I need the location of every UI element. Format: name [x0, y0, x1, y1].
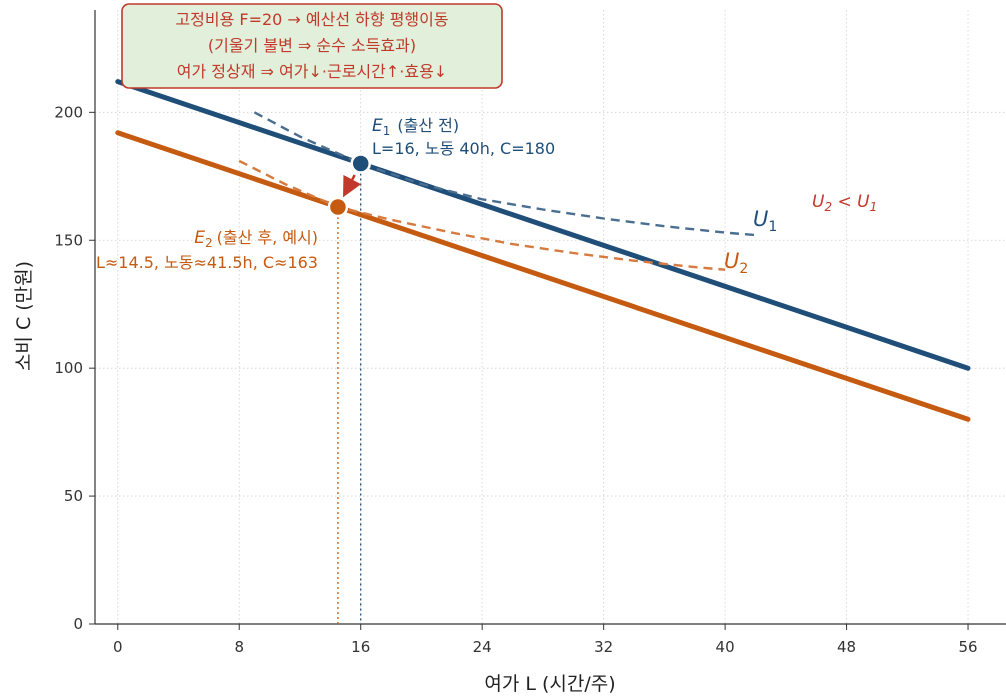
- e2-detail: L≈14.5, 노동≈41.5h, C≈163: [96, 253, 318, 272]
- axes: [94, 10, 1006, 625]
- x-axis-label: 여가 L (시간/주): [484, 673, 615, 695]
- x-tick-label: 32: [594, 638, 613, 656]
- x-tick-label: 8: [234, 638, 244, 656]
- annotation-line-2: (기울기 불변 ⇒ 순수 소득효과): [208, 36, 416, 55]
- u2-label-sub: 2: [739, 261, 748, 277]
- grid-lines: [95, 10, 1006, 625]
- x-tick-label: 0: [113, 638, 123, 656]
- y-tick-label: 0: [73, 615, 83, 633]
- compare-a: U: [812, 192, 825, 212]
- u1-label-sub: 1: [768, 219, 777, 235]
- x-tick-label: 40: [716, 638, 735, 656]
- e1-detail: L=16, 노동 40h, C=180: [372, 139, 555, 158]
- annotation-box-frame: [121, 3, 503, 89]
- annotation-box: 고정비용 F=20 → 예산선 하향 평행이동 (기울기 불변 ⇒ 순수 소득효…: [121, 3, 503, 89]
- e1-label-main: E: [372, 116, 383, 136]
- x-tick-label: 16: [351, 638, 370, 656]
- u1-line: [253, 111, 756, 237]
- series: [115, 79, 971, 422]
- y-tick-label: 150: [54, 231, 83, 249]
- e1-point: [350, 153, 371, 174]
- e1-label-paren: (출산 전): [397, 116, 459, 135]
- e1-label: E1 (출산 전): [372, 116, 459, 138]
- y-tick-label: 200: [54, 103, 83, 121]
- u1-label: U1: [753, 207, 777, 235]
- e2-label-sub: 2: [205, 236, 213, 250]
- compare-b-sub: 1: [870, 200, 878, 214]
- drop-lines: [337, 163, 362, 624]
- e2-label-main: E: [194, 228, 205, 248]
- compare-a-sub: 2: [824, 200, 832, 214]
- utility-comparison: U2 < U1: [812, 192, 877, 214]
- compare-b: U: [857, 192, 870, 212]
- annotation-line-1: 고정비용 F=20 → 예산선 하향 평행이동: [175, 10, 448, 29]
- x-tick-label: 24: [473, 638, 492, 656]
- budget_before-line: [115, 79, 971, 371]
- e1-label-sub: 1: [383, 124, 391, 138]
- shift-arrow-line: [343, 174, 362, 198]
- e2-point: [327, 196, 349, 218]
- equilibrium-points: [327, 153, 371, 218]
- e2-label-paren: (출산 후, 예시): [217, 228, 318, 247]
- y-tick-label: 100: [54, 359, 83, 377]
- compare-op: <: [832, 192, 857, 212]
- tick-marks: 0 8 16 24 32 40 48 56 0 50 100 150 200: [54, 103, 977, 656]
- e2-label: E2 (출산 후, 예시): [194, 228, 318, 250]
- x-tick-label: 48: [837, 638, 856, 656]
- u2-label-main: U: [724, 249, 739, 273]
- y-tick-label: 50: [64, 487, 83, 505]
- u2-label: U2: [724, 249, 748, 277]
- x-tick-label: 56: [958, 638, 977, 656]
- shift-arrow: [343, 174, 362, 198]
- budget_after-line: [115, 130, 971, 422]
- u1-label-main: U: [753, 207, 768, 231]
- y-axis-label: 소비 C (만원): [13, 261, 35, 371]
- u2-line: [238, 159, 726, 271]
- annotation-line-3: 여가 정상재 ⇒ 여가↓·근로시간↑·효용↓: [177, 62, 447, 81]
